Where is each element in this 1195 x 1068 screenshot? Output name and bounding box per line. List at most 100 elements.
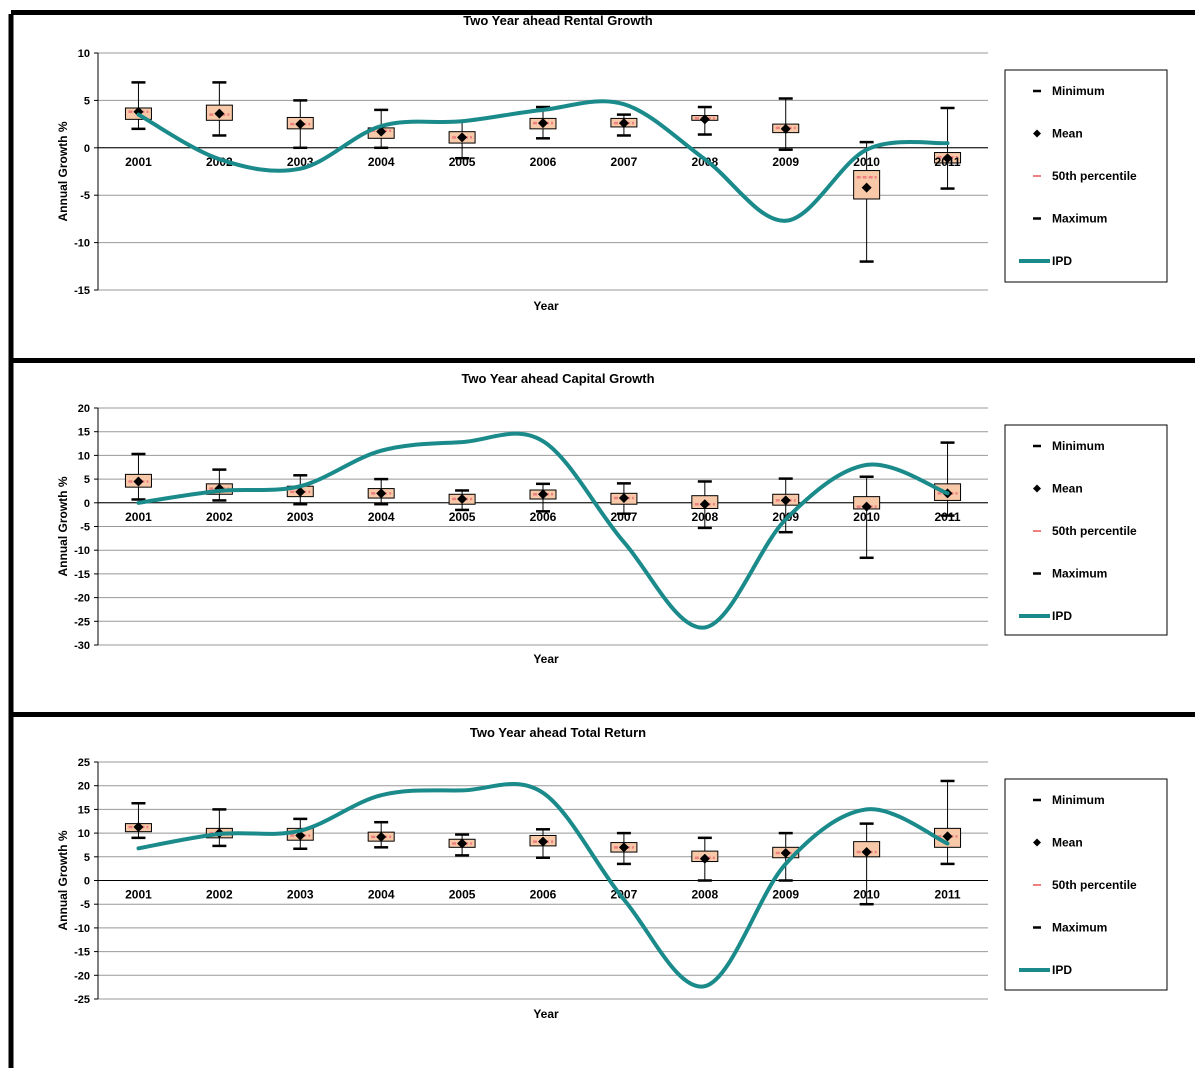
legend-median-label: 50th percentile xyxy=(1052,524,1137,538)
x-tick-label: 2008 xyxy=(691,510,718,524)
y-tick-label: 10 xyxy=(78,828,90,840)
y-tick-label: -10 xyxy=(74,238,90,250)
mean-marker xyxy=(861,182,872,193)
panel-separator xyxy=(11,712,1195,717)
mean-marker xyxy=(133,821,144,832)
y-tick-label: 0 xyxy=(84,143,90,155)
mean-marker xyxy=(699,853,710,864)
mean-marker xyxy=(699,499,710,510)
y-tick-label: -5 xyxy=(80,522,90,534)
legend-mean-symbol xyxy=(1033,484,1041,493)
y-tick-label: 5 xyxy=(84,852,90,864)
mean-marker xyxy=(699,114,710,125)
y-tick-label: -15 xyxy=(74,285,90,297)
x-axis-label: Year xyxy=(533,1007,559,1021)
y-tick-label: 20 xyxy=(78,403,90,415)
legend-mean-label: Mean xyxy=(1052,836,1083,850)
y-tick-label: -20 xyxy=(74,593,90,605)
mean-marker xyxy=(295,486,306,497)
mean-marker xyxy=(133,476,144,487)
y-tick-label: 10 xyxy=(78,48,90,60)
y-tick-label: 15 xyxy=(78,804,90,816)
legend: Minimum Mean 50th percentile Maximum IPD xyxy=(1004,778,1168,991)
chart-title: Two Year ahead Rental Growth xyxy=(463,13,653,28)
mean-marker xyxy=(538,836,548,847)
y-axis-label: Annual Growth % xyxy=(56,121,70,221)
mean-marker xyxy=(376,488,387,499)
x-tick-label: 2006 xyxy=(530,888,557,902)
x-tick-label: 2009 xyxy=(772,155,799,169)
mean-marker xyxy=(457,838,468,849)
mean-marker xyxy=(457,494,468,505)
panel-separator xyxy=(11,358,1195,363)
legend-maximum-label: Maximum xyxy=(1052,921,1107,935)
mean-marker xyxy=(861,501,872,512)
chart-panel-2: Two Year ahead Capital Growth 20 15 10 5 0 -5 -… xyxy=(11,358,1195,666)
x-tick-label: 2010 xyxy=(853,888,880,902)
y-axis-label: Annual Growth % xyxy=(56,476,70,576)
x-tick-label: 2003 xyxy=(287,510,314,524)
legend: Minimum Mean 50th percentile Maximum IPD xyxy=(1004,424,1168,636)
mean-marker xyxy=(457,132,468,143)
y-tick-label: -5 xyxy=(80,899,90,911)
mean-marker xyxy=(780,495,791,506)
x-tick-label: 2001 xyxy=(125,510,152,524)
mean-marker xyxy=(861,847,872,858)
x-tick-label: 2010 xyxy=(853,155,880,169)
mean-marker xyxy=(295,119,306,130)
x-tick-label: 2008 xyxy=(691,888,718,902)
x-tick-label: 2010 xyxy=(853,510,880,524)
legend-mean-label: Mean xyxy=(1052,482,1083,496)
y-tick-label: 25 xyxy=(78,757,90,769)
chart-panel-3: Two Year ahead Total Return 25 20 15 10 5 0 -5 -… xyxy=(11,712,1195,1021)
x-tick-label: 2006 xyxy=(530,510,557,524)
mean-marker xyxy=(538,489,548,500)
y-tick-label: 5 xyxy=(84,474,90,486)
mean-marker xyxy=(780,123,791,134)
panel-separator xyxy=(11,10,1195,15)
legend: Minimum Mean 50th percentile Maximum IPD xyxy=(1004,69,1168,283)
legend-minimum-label: Minimum xyxy=(1052,84,1105,98)
legend-mean-symbol xyxy=(1033,838,1041,847)
mean-marker xyxy=(780,848,791,859)
mean-marker xyxy=(942,153,953,164)
legend-median-label: 50th percentile xyxy=(1052,169,1137,183)
y-tick-label: -10 xyxy=(74,545,90,557)
legend-box xyxy=(1004,424,1168,636)
y-tick-label: 0 xyxy=(84,498,90,510)
x-tick-label: 2011 xyxy=(935,888,961,902)
x-tick-label: 2011 xyxy=(935,510,961,524)
mean-marker xyxy=(618,493,629,504)
x-tick-label: 2005 xyxy=(449,155,476,169)
chart-panel-1: Two Year ahead Rental Growth 10 5 0 -5 -10 -15… xyxy=(11,10,1195,313)
x-tick-label: 2007 xyxy=(611,155,638,169)
ipd-line xyxy=(136,431,950,630)
x-tick-label: 2004 xyxy=(368,888,395,902)
y-tick-label: -15 xyxy=(74,569,90,581)
y-tick-label: -25 xyxy=(74,616,90,628)
y-tick-label: -5 xyxy=(80,190,90,202)
legend-median-label: 50th percentile xyxy=(1052,878,1137,892)
mean-marker xyxy=(376,831,387,842)
y-tick-label: -30 xyxy=(74,640,90,652)
x-tick-label: 2001 xyxy=(125,155,152,169)
y-tick-label: 10 xyxy=(78,450,90,462)
y-tick-label: -25 xyxy=(74,994,90,1006)
legend-ipd-label: IPD xyxy=(1052,609,1072,623)
legend-maximum-label: Maximum xyxy=(1052,567,1107,581)
chart-title: Two Year ahead Capital Growth xyxy=(461,371,654,386)
mean-marker xyxy=(538,118,548,129)
x-tick-label: 2005 xyxy=(449,510,476,524)
x-axis-label: Year xyxy=(533,652,559,666)
x-tick-label: 2001 xyxy=(125,888,152,902)
legend-minimum-label: Minimum xyxy=(1052,793,1105,807)
mean-marker xyxy=(214,108,225,119)
x-tick-label: 2002 xyxy=(206,888,233,902)
chart-title: Two Year ahead Total Return xyxy=(470,725,646,740)
legend-box xyxy=(1004,69,1168,283)
legend-ipd-label: IPD xyxy=(1052,254,1072,268)
mean-marker xyxy=(376,126,387,137)
y-tick-label: 20 xyxy=(78,781,90,793)
x-tick-label: 2007 xyxy=(611,510,638,524)
legend-box xyxy=(1004,778,1168,991)
